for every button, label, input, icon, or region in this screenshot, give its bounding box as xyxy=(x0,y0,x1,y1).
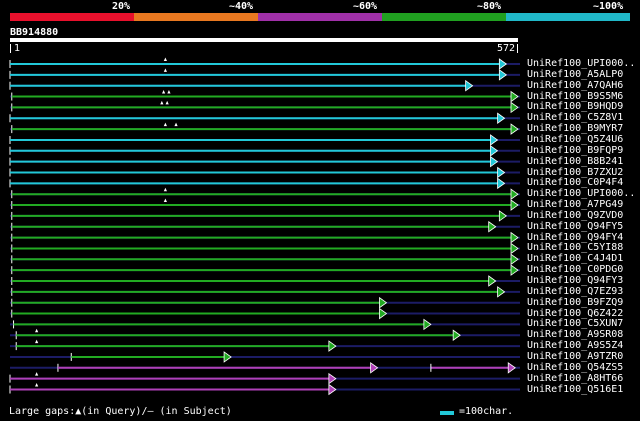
scale-band-20 xyxy=(10,13,134,21)
hit-end-arrow xyxy=(452,329,461,342)
hit-end-arrow xyxy=(497,177,506,190)
hit-end-arrow xyxy=(465,79,474,92)
scale-label-100: ~100% xyxy=(593,1,624,12)
legend-text: Large gaps:▲(in Query)/– (in Subject) xyxy=(9,406,232,417)
query-bar xyxy=(10,38,518,42)
hit-end-arrow xyxy=(497,112,506,125)
query-gap-marker xyxy=(162,90,166,94)
hit-end-arrow xyxy=(328,372,337,385)
hit-end-arrow-2 xyxy=(507,362,516,374)
hit-label[interactable]: UniRef100_A7PG49 xyxy=(527,199,624,211)
hit-label[interactable]: UniRef100_A9S5Z4 xyxy=(527,340,624,352)
hit-label[interactable]: UniRef100_B9FQP9 xyxy=(527,144,624,156)
hit-label[interactable]: UniRef100_Q94FY4 xyxy=(527,231,624,243)
hit-label[interactable]: UniRef100_Q7EZ93 xyxy=(527,285,624,297)
hit-end-arrow xyxy=(510,231,519,244)
scale-band-60 xyxy=(258,13,382,21)
hit-label[interactable]: UniRef100_A9TZR0 xyxy=(527,350,624,362)
hit-end-arrow xyxy=(510,101,519,114)
hit-label[interactable]: UniRef100_B9FZQ9 xyxy=(527,296,624,308)
hit-end-arrow xyxy=(328,383,337,396)
query-gap-marker xyxy=(163,122,167,127)
hit-label[interactable]: UniRef100_A8HT66 xyxy=(527,372,624,384)
query-gap-marker xyxy=(163,198,167,203)
hit-label[interactable]: UniRef100_Q516E1 xyxy=(527,383,624,395)
query-gap-marker xyxy=(163,68,167,72)
hit-end-arrow xyxy=(488,220,497,233)
query-gap-marker xyxy=(167,90,171,94)
hit-end-arrow xyxy=(490,145,499,157)
query-gap-marker xyxy=(35,372,39,376)
hit-label[interactable]: UniRef100_C5Z8V1 xyxy=(527,112,624,124)
legend-scale-bar xyxy=(440,411,454,415)
hit-label[interactable]: UniRef100_Q54ZS5 xyxy=(527,361,624,373)
scale-label-60: ~60% xyxy=(353,1,378,12)
hit-label[interactable]: UniRef100_Q9ZVD0 xyxy=(527,209,624,221)
hit-label[interactable]: UniRef100_A7QAH6 xyxy=(527,79,624,91)
ruler-start-tick xyxy=(10,44,11,53)
hit-label[interactable]: UniRef100_Q5Z4U6 xyxy=(527,133,624,145)
scale-band-80 xyxy=(382,13,506,21)
hit-end-arrow xyxy=(223,351,232,363)
hit-label[interactable]: UniRef100_C5YI88 xyxy=(527,242,624,254)
scale-label-80: ~80% xyxy=(477,1,502,12)
hit-label[interactable]: UniRef100_B9HQD9 xyxy=(527,101,624,113)
query-gap-marker xyxy=(163,187,167,192)
hit-label[interactable]: UniRef100_UPI000.. xyxy=(527,58,636,69)
hit-label[interactable]: UniRef100_Q94FY5 xyxy=(527,220,624,232)
query-gap-marker xyxy=(174,122,178,127)
query-gap-marker xyxy=(35,339,39,344)
hit-label[interactable]: UniRef100_Q94FY3 xyxy=(527,275,624,286)
query-gap-marker xyxy=(35,383,39,387)
hit-label[interactable]: UniRef100_B9MYR7 xyxy=(527,123,624,135)
query-gap-marker xyxy=(35,328,39,333)
scale-band-100 xyxy=(506,13,630,21)
hit-label[interactable]: UniRef100_C5XUN7 xyxy=(527,318,624,330)
hit-label[interactable]: UniRef100_C4J4D1 xyxy=(527,253,624,265)
hit-label[interactable]: UniRef100_A5ALP0 xyxy=(527,68,624,80)
hit-end-arrow xyxy=(498,210,508,222)
hit-label[interactable]: UniRef100_A9SR08 xyxy=(527,329,624,341)
hit-end-arrow xyxy=(498,69,508,81)
hit-end-arrow xyxy=(510,264,519,276)
hit-label[interactable]: UniRef100_B7ZXU2 xyxy=(527,166,624,178)
hit-end-arrow xyxy=(510,123,519,135)
hit-end-arrow xyxy=(510,242,519,255)
query-gap-marker xyxy=(163,57,167,61)
scale-band-40 xyxy=(134,13,258,21)
hit-end-arrow xyxy=(379,296,388,309)
hit-end-arrow xyxy=(490,155,499,168)
ruler-end-label: 572 xyxy=(497,43,516,54)
hit-label[interactable]: UniRef100_C0PDG0 xyxy=(527,264,624,276)
hit-label[interactable]: UniRef100_B8B241 xyxy=(527,155,624,167)
hit-end-arrow xyxy=(510,253,519,266)
hit-end-arrow xyxy=(510,199,519,211)
scale-label-20: 20% xyxy=(112,1,131,12)
ruler-start-label: 1 xyxy=(14,43,21,54)
hit-end-arrow xyxy=(328,340,337,352)
hit-label[interactable]: UniRef100_C0P4F4 xyxy=(527,177,624,189)
query-gap-marker xyxy=(160,100,164,105)
hit-end-arrow xyxy=(497,286,506,298)
hit-label[interactable]: UniRef100_B9S5M6 xyxy=(527,90,624,102)
hit-end-arrow xyxy=(497,166,506,179)
hit-end-arrow xyxy=(379,307,388,320)
legend-unit: =100char. xyxy=(459,406,514,417)
scale-label-40: ~40% xyxy=(229,1,254,12)
hit-label[interactable]: UniRef100_Q6Z422 xyxy=(527,307,624,319)
query-id: BB914880 xyxy=(10,27,59,38)
hit-end-arrow xyxy=(370,362,379,374)
ruler-end-tick xyxy=(517,44,518,53)
hit-end-arrow xyxy=(498,58,508,70)
hit-label[interactable]: UniRef100_UPI000.. xyxy=(527,188,636,200)
query-gap-marker xyxy=(165,100,169,105)
hit-end-arrow xyxy=(510,90,519,103)
hit-end-arrow xyxy=(423,318,432,331)
hit-end-arrow xyxy=(510,188,519,200)
hit-end-arrow xyxy=(488,275,497,287)
hit-end-arrow xyxy=(490,134,499,146)
